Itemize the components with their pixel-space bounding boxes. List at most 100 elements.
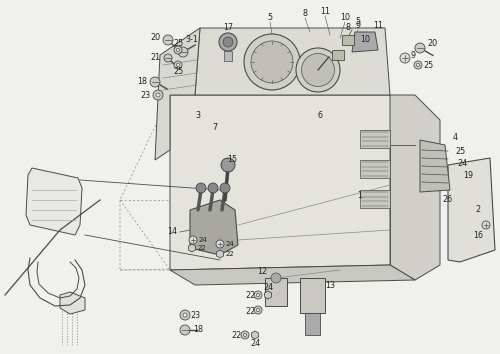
- Text: 5: 5: [356, 17, 360, 27]
- Circle shape: [221, 158, 235, 172]
- Polygon shape: [170, 95, 415, 270]
- Text: 19: 19: [463, 171, 473, 179]
- Circle shape: [244, 333, 246, 337]
- Bar: [342, 35, 354, 45]
- Bar: [360, 160, 390, 178]
- Circle shape: [163, 35, 173, 45]
- Text: 22: 22: [226, 251, 234, 257]
- Text: 24: 24: [250, 338, 260, 348]
- Circle shape: [482, 221, 490, 229]
- Text: 15: 15: [227, 155, 237, 165]
- Text: 22: 22: [198, 245, 206, 251]
- Polygon shape: [155, 28, 200, 160]
- Circle shape: [174, 46, 182, 54]
- Text: 20: 20: [427, 40, 437, 48]
- Text: 10: 10: [360, 35, 370, 45]
- Bar: [360, 190, 390, 208]
- Circle shape: [174, 61, 182, 69]
- Bar: [300, 278, 325, 313]
- Circle shape: [256, 308, 260, 312]
- Circle shape: [164, 54, 172, 62]
- Text: 25: 25: [173, 40, 183, 48]
- Text: 7: 7: [212, 124, 218, 132]
- Circle shape: [415, 43, 425, 53]
- Circle shape: [251, 41, 293, 83]
- Text: 24: 24: [226, 241, 234, 247]
- Circle shape: [189, 236, 197, 244]
- Bar: [305, 313, 320, 335]
- Text: 4: 4: [452, 133, 458, 143]
- Polygon shape: [264, 291, 272, 299]
- Circle shape: [296, 48, 340, 92]
- Bar: [332, 50, 344, 60]
- Circle shape: [153, 90, 163, 100]
- Circle shape: [414, 61, 422, 69]
- Text: 25: 25: [423, 61, 433, 69]
- Circle shape: [271, 273, 281, 283]
- Circle shape: [254, 291, 262, 299]
- Text: 14: 14: [167, 228, 177, 236]
- Text: 3: 3: [196, 110, 200, 120]
- Circle shape: [180, 310, 190, 320]
- Text: 18: 18: [193, 325, 203, 335]
- Circle shape: [244, 34, 300, 90]
- Polygon shape: [216, 250, 224, 258]
- Polygon shape: [195, 28, 390, 95]
- Text: 22: 22: [232, 331, 242, 339]
- Circle shape: [219, 33, 237, 51]
- Circle shape: [156, 93, 160, 97]
- Bar: [360, 130, 390, 148]
- Polygon shape: [60, 292, 85, 314]
- Circle shape: [241, 331, 249, 339]
- Text: 16: 16: [473, 230, 483, 240]
- Circle shape: [176, 48, 180, 52]
- Circle shape: [220, 183, 230, 193]
- Text: 11: 11: [373, 22, 383, 30]
- Polygon shape: [352, 32, 378, 52]
- Polygon shape: [390, 95, 440, 280]
- Text: 21: 21: [150, 53, 160, 63]
- Circle shape: [178, 47, 188, 57]
- Text: 2: 2: [476, 206, 480, 215]
- Bar: [224, 51, 232, 61]
- Circle shape: [223, 37, 233, 47]
- Text: 26: 26: [442, 195, 452, 205]
- Text: 25: 25: [455, 148, 465, 156]
- Polygon shape: [170, 265, 415, 285]
- Circle shape: [196, 183, 206, 193]
- Text: 20: 20: [150, 34, 160, 42]
- Polygon shape: [448, 158, 495, 262]
- Circle shape: [400, 53, 410, 63]
- Circle shape: [302, 53, 334, 86]
- Text: 5: 5: [268, 12, 272, 22]
- Polygon shape: [26, 168, 82, 235]
- Text: 8: 8: [302, 8, 308, 17]
- Polygon shape: [188, 244, 196, 252]
- Text: 3-1: 3-1: [186, 35, 198, 45]
- Circle shape: [150, 77, 160, 87]
- Circle shape: [180, 325, 190, 335]
- Circle shape: [176, 63, 180, 67]
- Text: 13: 13: [325, 280, 335, 290]
- Text: 12: 12: [257, 268, 267, 276]
- Bar: [265, 278, 287, 306]
- Text: 9: 9: [356, 21, 360, 29]
- Text: 8: 8: [346, 23, 350, 33]
- Circle shape: [416, 63, 420, 67]
- Text: 18: 18: [137, 78, 147, 86]
- Circle shape: [256, 293, 260, 297]
- Text: 1: 1: [358, 190, 362, 200]
- Text: 24: 24: [263, 284, 273, 292]
- Text: 11: 11: [320, 6, 330, 16]
- Text: 23: 23: [140, 91, 150, 101]
- Text: 23: 23: [190, 312, 200, 320]
- Text: 24: 24: [198, 237, 207, 243]
- Text: 9: 9: [410, 51, 416, 59]
- Circle shape: [254, 306, 262, 314]
- Polygon shape: [420, 140, 450, 192]
- Circle shape: [216, 240, 224, 248]
- Polygon shape: [252, 331, 258, 339]
- Text: 17: 17: [223, 23, 233, 33]
- Polygon shape: [190, 200, 238, 255]
- Text: 22: 22: [245, 291, 255, 299]
